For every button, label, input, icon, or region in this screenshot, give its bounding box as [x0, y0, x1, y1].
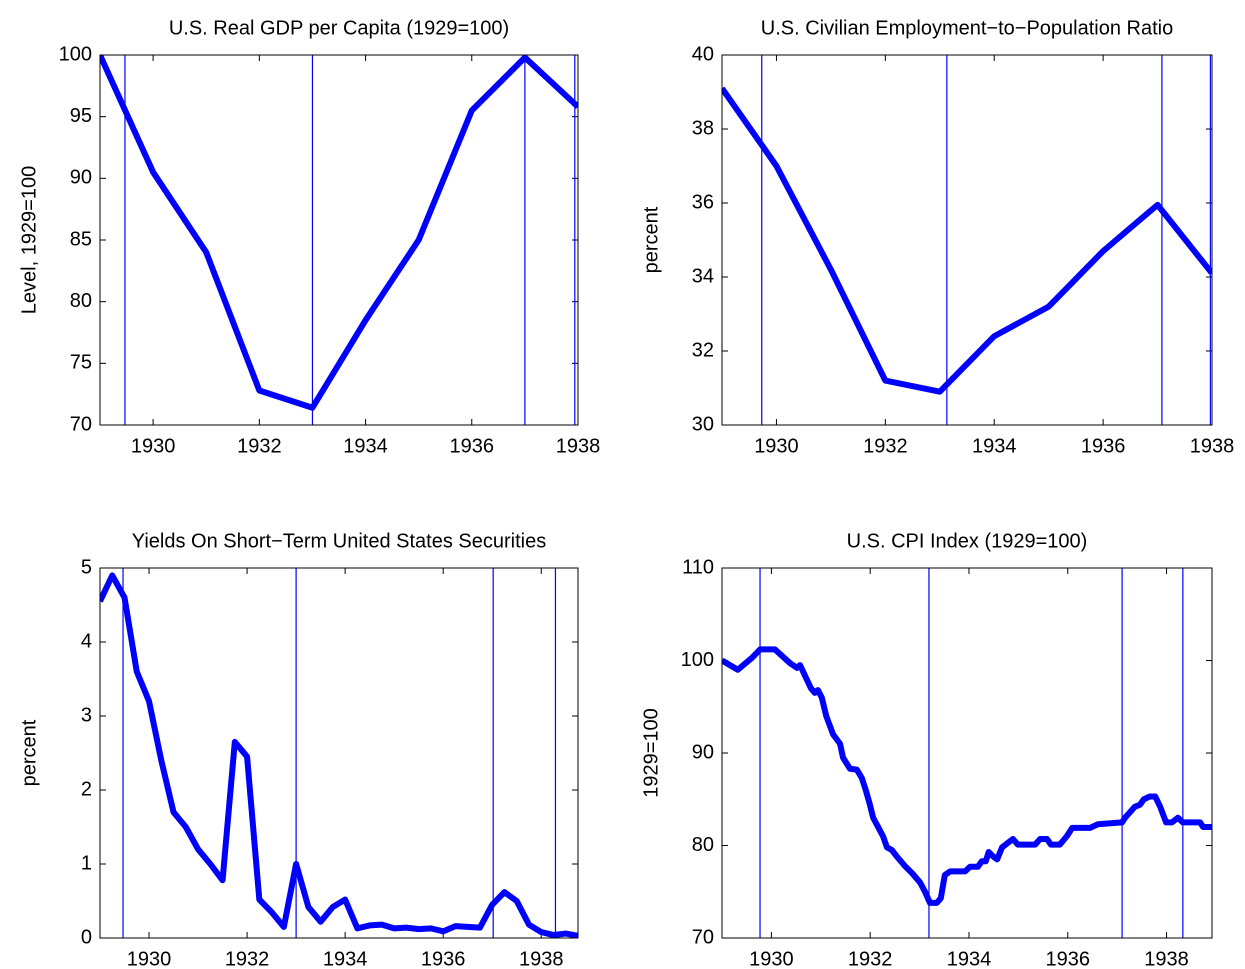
- subplot: Yields On Short−Term United States Secur…: [18, 530, 579, 969]
- y-axis-label: percent: [18, 719, 40, 786]
- x-tick-label: 1932: [848, 948, 893, 969]
- y-tick-label: 36: [692, 191, 714, 213]
- data-line: [100, 572, 578, 938]
- y-axis-label: percent: [640, 206, 662, 273]
- x-tick-label: 1936: [1046, 948, 1091, 969]
- y-tick-label: 90: [692, 741, 714, 763]
- x-tick-label: 1932: [225, 948, 270, 969]
- y-tick-label: 38: [692, 117, 714, 139]
- plot-area: [100, 568, 578, 938]
- chart-title: Yields On Short−Term United States Secur…: [132, 530, 546, 552]
- chart-title: U.S. CPI Index (1929=100): [847, 530, 1088, 552]
- y-tick-label: 110: [682, 556, 714, 578]
- y-tick-label: 90: [70, 167, 92, 189]
- x-tick-label: 1938: [519, 948, 564, 969]
- y-tick-label: 30: [692, 413, 714, 435]
- y-tick-label: 32: [692, 339, 714, 361]
- y-tick-label: 4: [81, 630, 92, 652]
- x-tick-label: 1938: [1190, 435, 1235, 457]
- y-tick-label: 34: [692, 265, 714, 287]
- axes-frame: [99, 567, 579, 939]
- data-line: [722, 86, 1212, 395]
- x-tick-label: 1932: [863, 435, 908, 457]
- y-tick-label: 85: [70, 228, 92, 250]
- x-tick-label: 1934: [323, 948, 368, 969]
- subplot: U.S. Real GDP per Capita (1929=100) Level…: [18, 17, 600, 457]
- x-tick-label: 1938: [556, 435, 601, 457]
- y-tick-label: 75: [70, 352, 92, 374]
- axes-frame: [721, 567, 1213, 939]
- x-tick-label: 1934: [972, 435, 1017, 457]
- axes-frame: [721, 54, 1213, 426]
- x-tick-label: 1934: [947, 948, 992, 969]
- y-tick-label: 100: [681, 649, 714, 671]
- x-tick-label: 1930: [127, 948, 172, 969]
- y-tick-label: 80: [692, 834, 714, 856]
- x-tick-label: 1936: [1081, 435, 1126, 457]
- subplot: U.S. CPI Index (1929=100) 1929=100 70 80 90 1…: [640, 530, 1213, 969]
- data-line: [100, 55, 578, 411]
- y-axis-label: 1929=100: [640, 708, 662, 798]
- y-tick-label: 95: [70, 105, 92, 127]
- x-tick-label: 1932: [237, 435, 282, 457]
- y-tick-label: 1: [81, 852, 92, 874]
- axes-frame: [99, 54, 579, 426]
- y-tick-label: 40: [692, 43, 714, 65]
- y-axis-label: Level, 1929=100: [18, 166, 40, 314]
- y-tick-label: 80: [70, 290, 92, 312]
- y-tick-label: 2: [81, 778, 92, 800]
- y-tick-label: 70: [692, 926, 714, 948]
- x-tick-label: 1930: [749, 948, 794, 969]
- subplot: U.S. Civilian Employment−to−Population R…: [640, 17, 1234, 457]
- x-tick-label: 1938: [1144, 948, 1189, 969]
- y-tick-label: 70: [70, 413, 92, 435]
- x-tick-label: 1936: [421, 948, 466, 969]
- y-tick-label: 3: [81, 704, 92, 726]
- x-tick-label: 1936: [450, 435, 495, 457]
- x-tick-label: 1934: [343, 435, 388, 457]
- chart-title: U.S. Civilian Employment−to−Population R…: [761, 17, 1173, 39]
- chart-title: U.S. Real GDP per Capita (1929=100): [169, 17, 509, 39]
- plot-area: [722, 55, 1212, 425]
- y-tick-label: 5: [81, 556, 92, 578]
- plot-area: [722, 568, 1212, 938]
- data-line: [722, 646, 1212, 906]
- y-tick-label: 0: [81, 926, 92, 948]
- x-tick-label: 1930: [131, 435, 176, 457]
- x-tick-label: 1930: [754, 435, 799, 457]
- y-tick-label: 100: [59, 43, 92, 65]
